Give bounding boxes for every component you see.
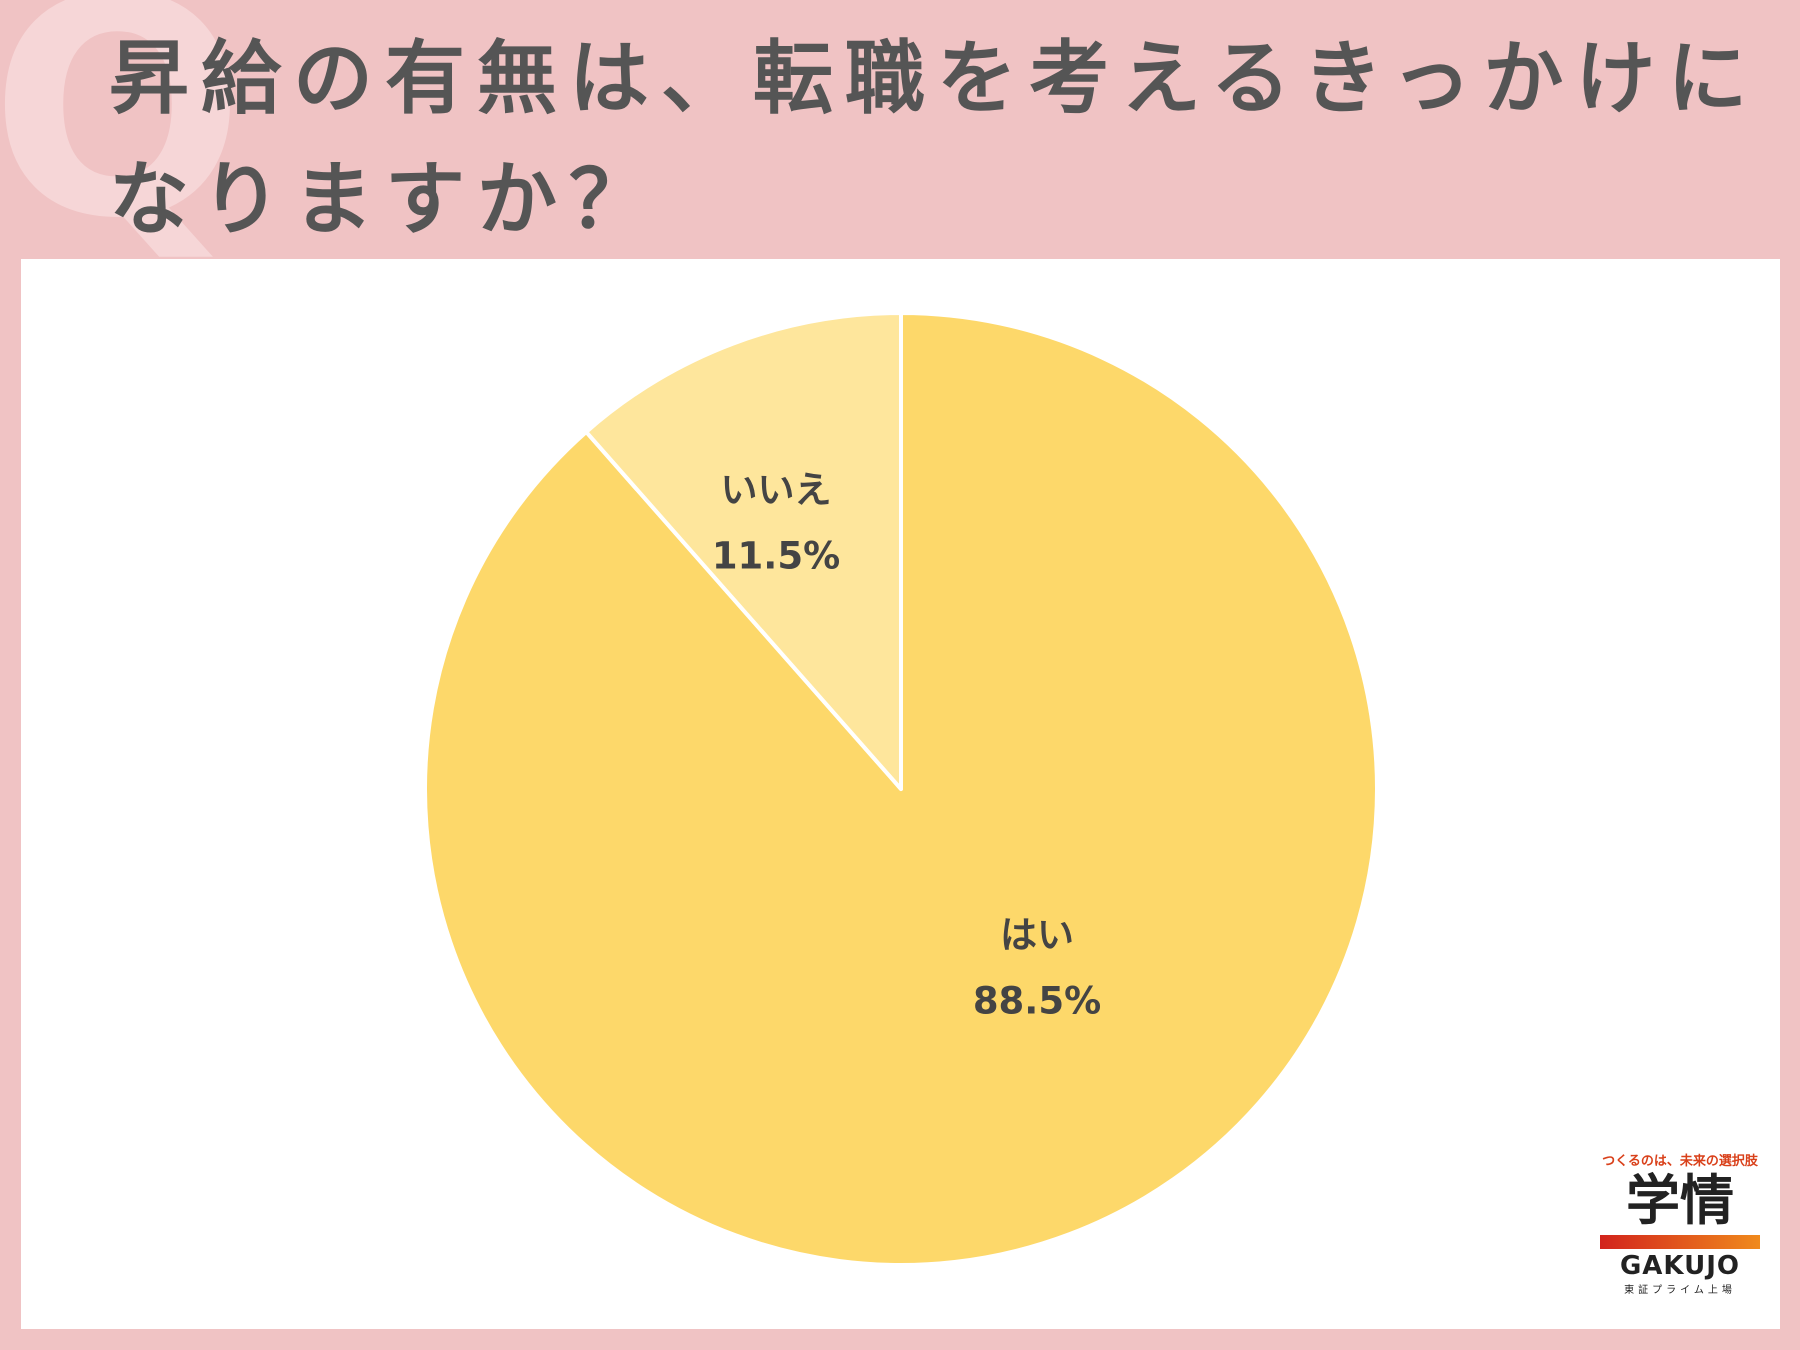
badge: Q: [0, 0, 246, 284]
logo-tagline: つくるのは、未来の選択肢: [1602, 1154, 1758, 1169]
data-label: 88.5%: [973, 980, 1101, 1023]
logo: つくるのは、未来の選択肢 学情 GAKUJO 東証プライム上場: [1590, 1150, 1770, 1296]
logo-name: 学情: [1626, 1169, 1734, 1232]
data-label: 11.5%: [712, 535, 840, 578]
logo-bar: [1600, 1235, 1760, 1249]
logo-roman: GAKUJO: [1619, 1251, 1741, 1281]
slice-label: いいえ: [721, 469, 832, 512]
pie-slice: [584, 311, 903, 791]
slice-label: はい: [1000, 914, 1074, 957]
logo-note: 東証プライム上場: [1624, 1285, 1736, 1296]
chart-title: 昇給の有無は、転職を考えるきっかけになりますか？: [109, 32, 1760, 246]
